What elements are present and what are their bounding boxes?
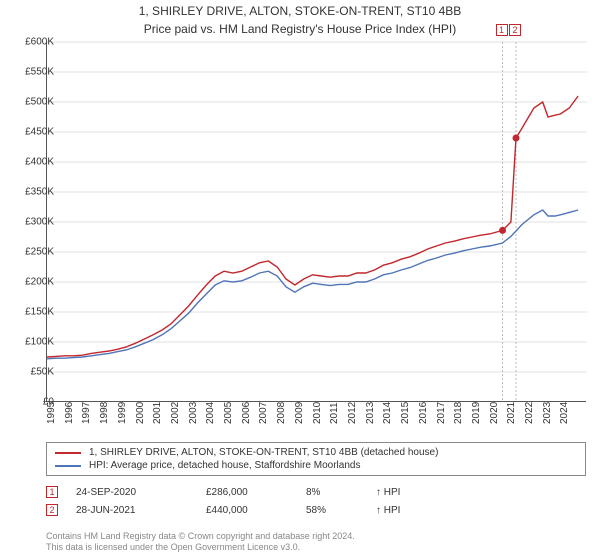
y-axis-tick-label: £250K bbox=[10, 247, 54, 258]
x-axis-tick-label: 2011 bbox=[329, 402, 340, 424]
event-price: £286,000 bbox=[206, 487, 306, 498]
y-axis-tick-label: £300K bbox=[10, 217, 54, 228]
event-callout-marker: 2 bbox=[509, 24, 521, 36]
x-axis-tick-label: 2007 bbox=[258, 402, 269, 424]
footnote-line1: Contains HM Land Registry data © Crown c… bbox=[46, 531, 355, 541]
event-diff-label: HPI bbox=[384, 487, 401, 498]
legend-swatch-hpi bbox=[55, 465, 81, 467]
y-axis-tick-label: £350K bbox=[10, 187, 54, 198]
x-axis-tick-label: 2018 bbox=[453, 402, 464, 424]
up-arrow-icon: ↑ bbox=[376, 487, 381, 498]
event-row: 1 24-SEP-2020 £286,000 8% ↑ HPI bbox=[46, 486, 586, 498]
event-marker-2: 2 bbox=[46, 504, 58, 516]
event-callout-marker: 1 bbox=[496, 24, 508, 36]
event-date: 24-SEP-2020 bbox=[76, 487, 206, 498]
x-axis-tick-label: 2013 bbox=[365, 402, 376, 424]
legend-swatch-property bbox=[55, 452, 81, 454]
x-axis-tick-label: 2017 bbox=[436, 402, 447, 424]
event-date: 28-JUN-2021 bbox=[76, 505, 206, 516]
events-table: 1 24-SEP-2020 £286,000 8% ↑ HPI 2 28-JUN… bbox=[46, 486, 586, 522]
y-axis-tick-label: £450K bbox=[10, 127, 54, 138]
x-axis-tick-label: 2015 bbox=[400, 402, 411, 424]
x-axis-tick-label: 1998 bbox=[99, 402, 110, 424]
x-axis-tick-label: 2022 bbox=[524, 402, 535, 424]
legend-item-hpi: HPI: Average price, detached house, Staf… bbox=[55, 460, 577, 471]
x-axis-tick-label: 1995 bbox=[46, 402, 57, 424]
x-axis-tick-label: 2014 bbox=[382, 402, 393, 424]
legend-label-hpi: HPI: Average price, detached house, Staf… bbox=[89, 460, 360, 471]
chart-container: 1, SHIRLEY DRIVE, ALTON, STOKE-ON-TRENT,… bbox=[0, 0, 600, 560]
legend-label-property: 1, SHIRLEY DRIVE, ALTON, STOKE-ON-TRENT,… bbox=[89, 447, 438, 458]
x-axis-tick-label: 2024 bbox=[559, 402, 570, 424]
x-axis-tick-label: 1999 bbox=[117, 402, 128, 424]
y-axis-tick-label: £150K bbox=[10, 307, 54, 318]
plot-area: 12 bbox=[46, 42, 586, 402]
y-axis-tick-label: £500K bbox=[10, 97, 54, 108]
x-axis-tick-label: 2023 bbox=[542, 402, 553, 424]
footnote-line2: This data is licensed under the Open Gov… bbox=[46, 542, 300, 552]
chart-title-line1: 1, SHIRLEY DRIVE, ALTON, STOKE-ON-TRENT,… bbox=[0, 0, 600, 18]
event-diff-label: HPI bbox=[384, 505, 401, 516]
y-axis-tick-label: £550K bbox=[10, 67, 54, 78]
x-axis-tick-label: 1996 bbox=[64, 402, 75, 424]
event-diff-pct: 8% bbox=[306, 487, 376, 498]
x-axis-tick-label: 2006 bbox=[241, 402, 252, 424]
property-series-line bbox=[47, 96, 578, 357]
plot-svg bbox=[47, 42, 587, 402]
legend: 1, SHIRLEY DRIVE, ALTON, STOKE-ON-TRENT,… bbox=[46, 442, 586, 476]
y-axis-tick-label: £400K bbox=[10, 157, 54, 168]
event-point-dot bbox=[513, 135, 520, 142]
x-axis-tick-label: 2000 bbox=[135, 402, 146, 424]
y-axis-tick-label: £100K bbox=[10, 337, 54, 348]
event-marker-1: 1 bbox=[46, 486, 58, 498]
up-arrow-icon: ↑ bbox=[376, 505, 381, 516]
hpi-series-line bbox=[47, 210, 578, 359]
footnote: Contains HM Land Registry data © Crown c… bbox=[46, 531, 355, 554]
x-axis-tick-label: 2012 bbox=[347, 402, 358, 424]
x-axis-tick-label: 2021 bbox=[506, 402, 517, 424]
event-row: 2 28-JUN-2021 £440,000 58% ↑ HPI bbox=[46, 504, 586, 516]
x-axis-tick-label: 2001 bbox=[152, 402, 163, 424]
y-axis-tick-label: £600K bbox=[10, 37, 54, 48]
event-diff-pct: 58% bbox=[306, 505, 376, 516]
x-axis-tick-label: 2020 bbox=[489, 402, 500, 424]
y-axis-tick-label: £50K bbox=[10, 367, 54, 378]
event-point-dot bbox=[499, 227, 506, 234]
y-axis-tick-label: £200K bbox=[10, 277, 54, 288]
event-price: £440,000 bbox=[206, 505, 306, 516]
x-axis-tick-label: 2005 bbox=[223, 402, 234, 424]
x-axis-tick-label: 2008 bbox=[276, 402, 287, 424]
legend-item-property: 1, SHIRLEY DRIVE, ALTON, STOKE-ON-TRENT,… bbox=[55, 447, 577, 458]
x-axis-tick-label: 2003 bbox=[188, 402, 199, 424]
x-axis-tick-label: 2010 bbox=[312, 402, 323, 424]
x-axis-tick-label: 2004 bbox=[205, 402, 216, 424]
x-axis-tick-label: 2016 bbox=[418, 402, 429, 424]
x-axis-tick-label: 1997 bbox=[81, 402, 92, 424]
x-axis-tick-label: 2002 bbox=[170, 402, 181, 424]
x-axis-tick-label: 2009 bbox=[294, 402, 305, 424]
x-axis-tick-label: 2019 bbox=[471, 402, 482, 424]
